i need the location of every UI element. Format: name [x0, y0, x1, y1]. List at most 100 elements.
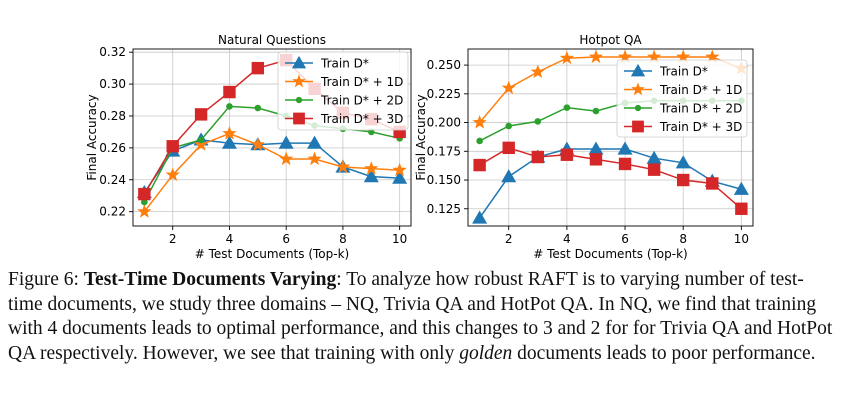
y-tick-label: 0.200 — [427, 116, 461, 130]
data-point — [589, 153, 603, 166]
data-point — [733, 181, 749, 195]
x-tick-label: 10 — [734, 232, 749, 246]
caption-text-2: documents leads to poor performance. — [512, 342, 816, 364]
y-axis-label: Final Accuracy — [414, 94, 428, 180]
y-tick-label: 0.30 — [99, 77, 126, 91]
data-point — [735, 202, 748, 215]
legend-marker — [292, 74, 306, 88]
y-tick-label: 0.24 — [99, 173, 126, 187]
data-point — [560, 148, 574, 161]
legend-marker — [631, 82, 645, 96]
legend-label: Train D* + 2D — [320, 94, 403, 108]
legend-marker — [291, 55, 307, 69]
y-tick-label: 0.175 — [427, 144, 461, 158]
plot-frame — [467, 48, 754, 227]
data-point — [137, 204, 152, 218]
data-point — [647, 163, 661, 176]
legend-marker — [295, 96, 303, 104]
y-tick-label: 0.26 — [99, 141, 126, 155]
y-tick-label: 0.150 — [427, 173, 461, 187]
data-point — [592, 107, 600, 115]
data-point — [617, 141, 633, 155]
data-point — [364, 161, 379, 175]
data-point — [250, 137, 265, 151]
data-point — [501, 169, 517, 183]
data-point — [472, 210, 488, 224]
legend-label: Train D* + 3D — [659, 120, 742, 134]
data-point — [588, 141, 604, 155]
series-line — [479, 148, 742, 219]
series-line — [143, 132, 400, 213]
data-point — [193, 137, 209, 151]
data-point — [705, 49, 720, 64]
data-point — [472, 115, 487, 129]
data-point — [534, 118, 542, 125]
data-point — [363, 169, 379, 183]
x-tick-label: 8 — [339, 232, 347, 246]
legend-box — [616, 59, 748, 138]
x-tick-label: 4 — [563, 232, 571, 246]
data-point — [588, 49, 604, 64]
x-tick-label: 6 — [621, 232, 629, 246]
y-tick-label: 0.22 — [99, 205, 126, 219]
x-axis-label: # Test Documents (Top-k) — [195, 247, 349, 261]
data-point — [476, 137, 483, 145]
y-tick-label: 0.250 — [427, 58, 461, 72]
data-point — [307, 151, 322, 166]
data-point — [138, 187, 151, 201]
data-point — [646, 49, 662, 64]
figure-caption: Figure 6: Test-Time Documents Varying: T… — [8, 268, 834, 366]
legend-marker — [293, 112, 305, 125]
series-line — [479, 147, 742, 210]
data-point — [706, 177, 719, 190]
data-point — [335, 159, 351, 174]
data-point — [278, 135, 294, 149]
legend-marker — [632, 120, 644, 133]
plot-frame — [132, 48, 412, 227]
legend-label: Train D* + 1D — [320, 75, 403, 89]
y-tick-label: 0.225 — [427, 87, 461, 101]
x-axis-label: # Test Documents (Top-k) — [533, 247, 687, 261]
data-point — [221, 135, 237, 149]
data-point — [473, 158, 486, 172]
caption-emphasis: golden — [459, 342, 513, 364]
data-point — [676, 49, 691, 64]
data-point — [502, 141, 515, 155]
x-tick-label: 8 — [679, 232, 687, 246]
data-point — [392, 162, 407, 177]
figure-6-charts: 2 4 6 8 10 0.22 0.24 0.26 0.28 0.30 0.32 Natural Qu… — [85, 33, 754, 261]
data-point — [197, 136, 205, 144]
legend-marker — [634, 104, 642, 112]
chart-title: Hotpot QA — [579, 33, 642, 47]
data-point — [646, 150, 662, 164]
legend-marker — [630, 63, 646, 77]
data-point — [307, 135, 323, 149]
legend-label: Train D* + 3D — [320, 112, 403, 126]
x-tick-label: 10 — [392, 232, 407, 246]
y-tick-label: 0.32 — [99, 45, 126, 59]
data-point — [618, 157, 632, 171]
legend-label: Train D* + 2D — [659, 102, 742, 116]
data-point — [392, 170, 408, 184]
caption-title: Test-Time Documents Varying — [83, 269, 337, 290]
caption-text-1: : To analyze how robust RAFT is to varyi… — [8, 269, 833, 364]
data-point — [222, 126, 237, 140]
x-tick-label: 2 — [169, 232, 177, 246]
data-point — [617, 49, 633, 64]
data-point — [501, 80, 516, 95]
data-point — [254, 104, 262, 112]
legend: Train D* Train D* + 1D Train D* + 2D Train … — [616, 59, 748, 138]
caption-figure-label: Figure 6: — [8, 269, 79, 290]
data-point — [194, 108, 208, 121]
legend-label: Train D* — [320, 57, 369, 71]
data-point — [141, 198, 148, 206]
chart-natural-questions: 2 4 6 8 10 0.22 0.24 0.26 0.28 0.30 0.32 Natural Qu… — [85, 33, 412, 261]
x-tick-label: 2 — [505, 232, 513, 246]
data-point — [505, 122, 513, 130]
series-line — [143, 139, 400, 193]
data-point — [166, 140, 179, 153]
x-tick-label: 6 — [282, 232, 290, 246]
data-point — [675, 155, 691, 169]
legend-label: Train D* — [659, 65, 708, 79]
series-line — [479, 56, 742, 124]
